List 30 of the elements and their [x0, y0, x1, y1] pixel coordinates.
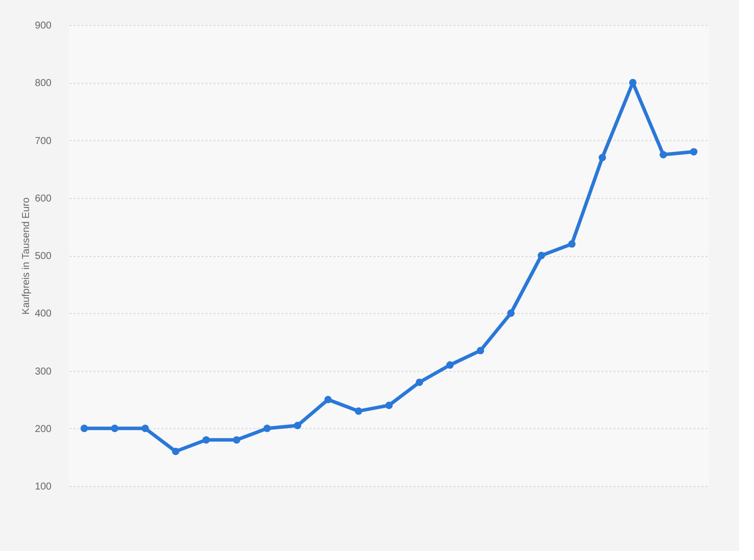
point: [507, 309, 515, 317]
point: [690, 148, 698, 156]
y-tick-label: 100: [34, 482, 52, 492]
point: [416, 378, 424, 386]
point: [141, 424, 149, 432]
point: [598, 154, 606, 162]
point: [354, 407, 362, 415]
y-axis-title: Kaufpreis in Tausend Euro: [20, 197, 32, 315]
y-tick-label: 900: [34, 20, 52, 32]
point: [538, 252, 546, 260]
point: [80, 424, 88, 432]
y-tick-label: 200: [34, 424, 52, 435]
y-tick-label: 300: [34, 366, 52, 378]
y-tick-label: 400: [34, 308, 52, 320]
point: [476, 346, 484, 354]
point: [660, 150, 667, 158]
point: [324, 396, 332, 404]
point: [446, 361, 454, 369]
point: [385, 402, 393, 410]
y-tick-label: 700: [34, 136, 52, 147]
point: [568, 240, 576, 248]
y-tick-label: 600: [34, 193, 52, 204]
y-tick-label: 800: [34, 78, 52, 90]
y-tick-label: 500: [34, 251, 52, 262]
point: [263, 424, 271, 432]
point: [202, 436, 210, 444]
point: [172, 448, 180, 456]
point: [232, 436, 240, 444]
point: [111, 424, 118, 432]
point: [294, 422, 302, 430]
